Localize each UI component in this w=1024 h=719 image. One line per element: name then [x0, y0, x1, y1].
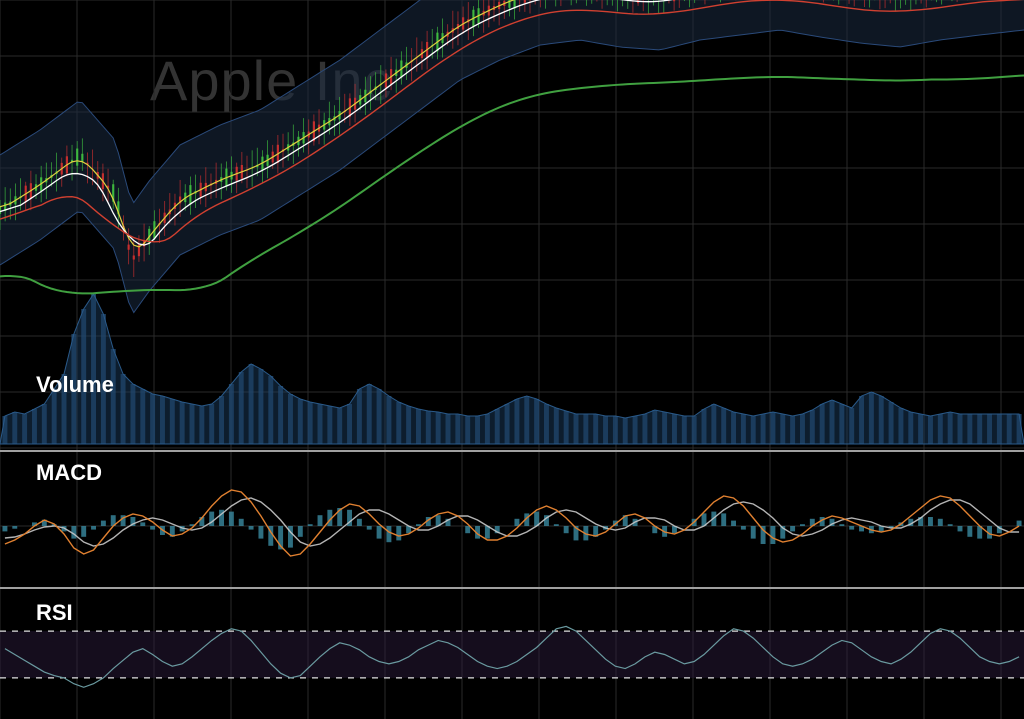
macd-label: MACD — [36, 460, 102, 486]
volume-label: Volume — [36, 372, 114, 398]
macd-panel[interactable] — [0, 450, 1024, 587]
macd-signal-line — [5, 498, 1019, 546]
rsi-panel[interactable] — [0, 587, 1024, 717]
macd-line — [5, 490, 1019, 556]
rsi-label: RSI — [36, 600, 73, 626]
price-panel[interactable] — [0, 0, 1024, 450]
